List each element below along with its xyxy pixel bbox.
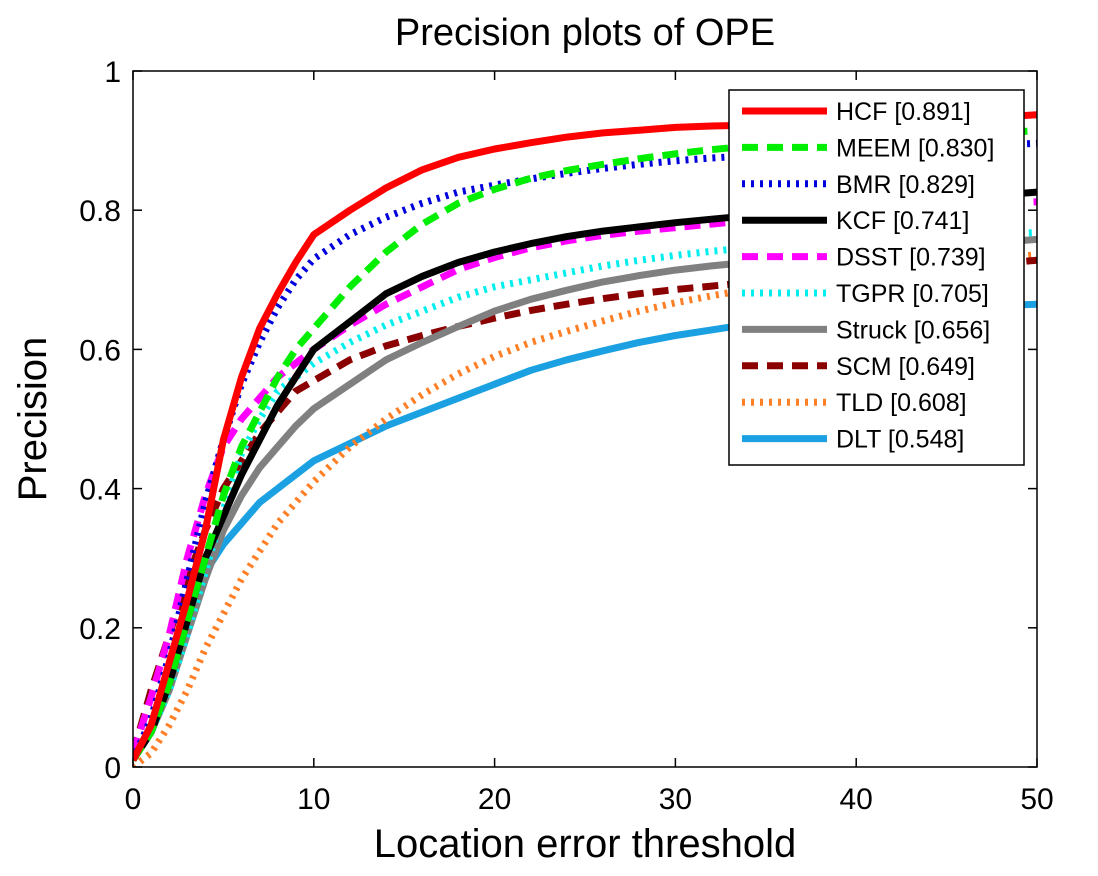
y-tick-label: 0.4 (79, 474, 121, 507)
x-axis-label: Location error threshold (374, 822, 796, 866)
x-tick-label: 50 (1020, 783, 1053, 816)
y-tick-label: 0.8 (79, 195, 121, 228)
legend-label-kcf: KCF [0.741] (836, 207, 969, 235)
axes-layer: 0 10 20 30 40 50 0 0.2 0.4 0.6 0.8 1 (79, 56, 1053, 816)
legend: HCF [0.891] MEEM [0.830] BMR [0.829] KCF [0… (728, 89, 1025, 466)
legend-label-tld: TLD [0.608] (836, 389, 967, 417)
legend-label-meem: MEEM [0.830] (836, 134, 994, 162)
legend-label-scm: SCM [0.649] (836, 353, 975, 381)
y-tick-label: 0.2 (79, 613, 121, 646)
legend-label-dlt: DLT [0.548] (836, 426, 964, 454)
x-tick-label: 40 (840, 783, 873, 816)
x-tick-label: 0 (125, 783, 142, 816)
legend-label-dsst: DSST [0.739] (836, 244, 986, 272)
series-line-tgpr (133, 229, 1037, 762)
x-tick-label: 20 (478, 783, 511, 816)
y-tick-label: 0 (104, 752, 121, 785)
y-tick-label: 0.6 (79, 334, 121, 367)
series-line-dsst (133, 198, 1037, 755)
x-tick-label: 10 (297, 783, 330, 816)
legend-label-struck: Struck [0.656] (836, 316, 990, 344)
y-axis-label: Precision (11, 337, 55, 502)
legend-label-hcf: HCF [0.891] (836, 98, 971, 126)
series-line-meem (133, 127, 1037, 762)
x-tick-label: 30 (659, 783, 692, 816)
legend-label-tgpr: TGPR [0.705] (836, 280, 989, 308)
chart-title: Precision plots of OPE (395, 12, 775, 54)
plot-frame (132, 70, 1038, 768)
y-tick-label: 1 (104, 56, 121, 89)
legend-label-bmr: BMR [0.829] (836, 171, 975, 199)
